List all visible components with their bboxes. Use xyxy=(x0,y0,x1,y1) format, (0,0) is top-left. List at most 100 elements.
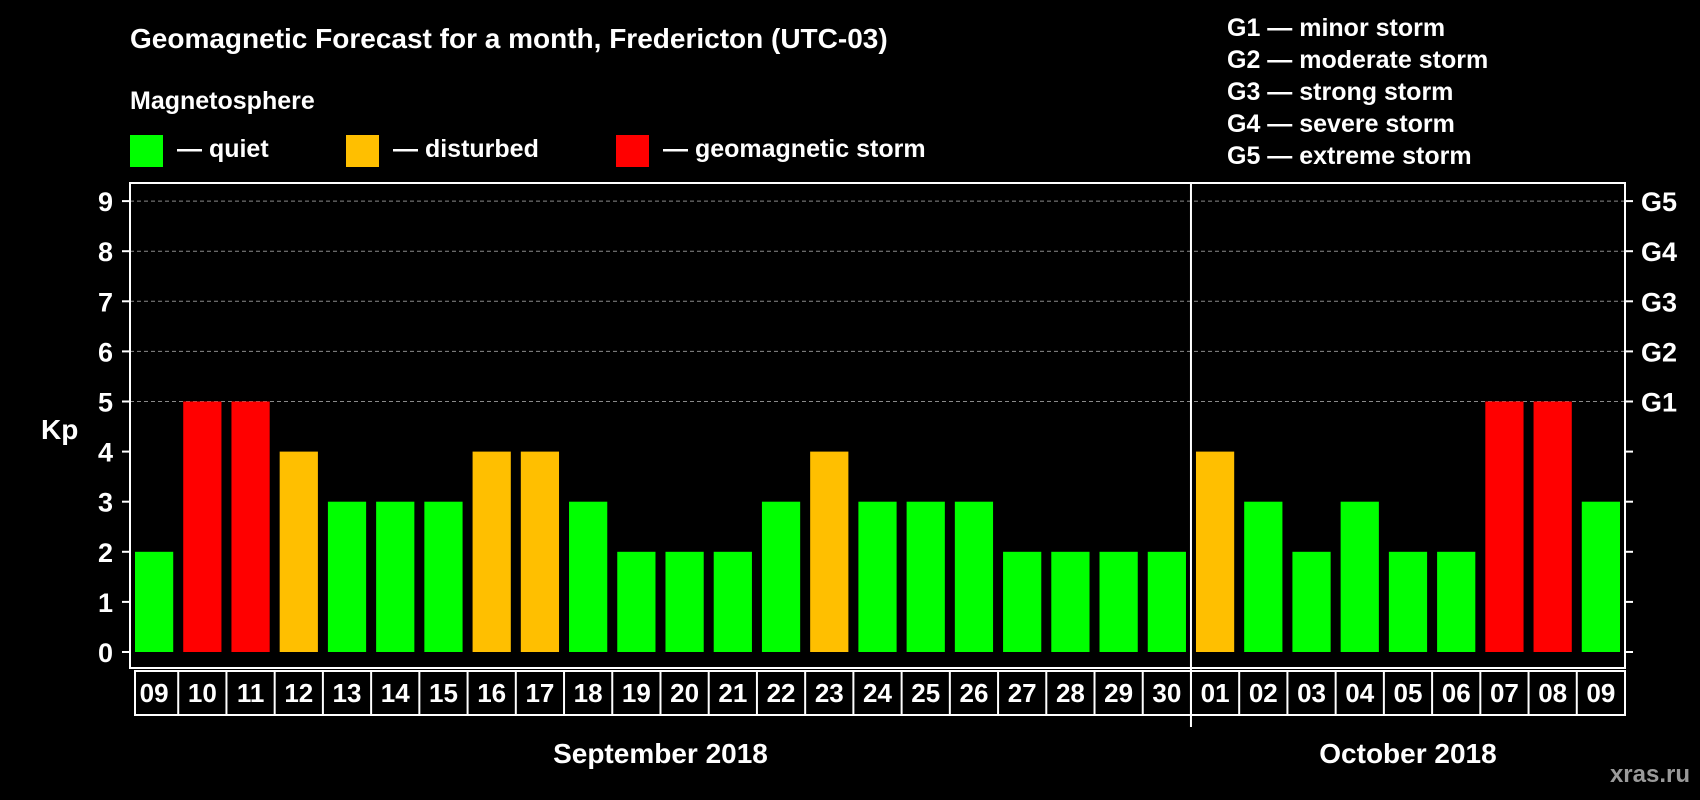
bar xyxy=(520,451,560,652)
bar xyxy=(1099,551,1138,652)
bar xyxy=(713,551,752,652)
legend-label-storm: — geomagnetic storm xyxy=(663,135,926,163)
g-scale-g3: G3 — strong storm xyxy=(1227,78,1453,106)
bar xyxy=(569,501,608,652)
month-label: September 2018 xyxy=(553,738,768,769)
y-tick-label: 5 xyxy=(98,388,113,418)
g-scale-g4: G4 — severe storm xyxy=(1227,110,1455,138)
x-tick-label: 04 xyxy=(1345,678,1374,708)
x-tick-label: 30 xyxy=(1152,678,1181,708)
x-tick-label: 18 xyxy=(574,678,603,708)
bar xyxy=(1244,501,1283,652)
y-axis-label: Kp xyxy=(41,414,78,445)
bar xyxy=(906,501,945,652)
x-tick-label: 17 xyxy=(525,678,554,708)
g-scale-g5: G5 — extreme storm xyxy=(1227,142,1472,170)
axes xyxy=(122,182,1633,727)
bar xyxy=(1340,501,1379,652)
x-tick-label: 20 xyxy=(670,678,699,708)
legend-subtitle: Magnetosphere xyxy=(130,87,315,115)
x-tick-label: 01 xyxy=(1201,678,1230,708)
x-tick-label: 05 xyxy=(1394,678,1423,708)
plot-frame xyxy=(129,182,1626,669)
x-tick-label: 29 xyxy=(1104,678,1133,708)
y-tick-label: 1 xyxy=(98,588,113,618)
y-tick-label: 6 xyxy=(98,337,113,367)
x-tick-label: 10 xyxy=(188,678,217,708)
bar xyxy=(1292,551,1331,652)
y-tick-label: 9 xyxy=(98,187,113,217)
bar xyxy=(1485,401,1524,652)
bar xyxy=(279,451,318,652)
x-tick-label: 09 xyxy=(140,678,169,708)
y-tick-label: 8 xyxy=(98,237,113,267)
y-tick-label: 0 xyxy=(98,638,113,668)
bar xyxy=(954,501,994,652)
x-tick-label: 11 xyxy=(237,678,265,708)
y-tick-label: 2 xyxy=(98,538,113,568)
chart-title: Geomagnetic Forecast for a month, Freder… xyxy=(130,23,888,54)
x-tick-label: 28 xyxy=(1056,678,1085,708)
bar xyxy=(1388,551,1428,652)
y-tick-label: 4 xyxy=(98,438,113,468)
bar xyxy=(135,551,174,652)
x-tick-label: 07 xyxy=(1490,678,1519,708)
x-tick-label: 02 xyxy=(1249,678,1278,708)
bar xyxy=(1581,501,1620,652)
brand-watermark: xras.ru xyxy=(1610,761,1690,788)
g-scale-g2: G2 — moderate storm xyxy=(1227,46,1488,74)
x-tick-label: 22 xyxy=(767,678,796,708)
day-labels-frame xyxy=(134,670,1626,716)
bar xyxy=(761,501,801,652)
g-scale-legend: G1 — minor storm G2 — moderate storm G3 … xyxy=(1227,14,1488,170)
bar xyxy=(376,501,415,652)
bar xyxy=(617,551,656,652)
legend-swatch-quiet xyxy=(130,135,163,167)
bar xyxy=(1533,401,1572,652)
g-level-tick-label: G4 xyxy=(1641,237,1677,267)
bar xyxy=(1003,551,1042,652)
x-tick-label: 08 xyxy=(1538,678,1567,708)
bar xyxy=(1147,551,1186,652)
x-tick-label: 27 xyxy=(1008,678,1037,708)
x-tick-label: 13 xyxy=(333,678,362,708)
legend-label-quiet: — quiet xyxy=(177,135,269,163)
y-tick-label: 7 xyxy=(98,287,113,317)
bar xyxy=(1437,551,1476,652)
x-tick-label: 26 xyxy=(959,678,988,708)
g-level-tick-label: G2 xyxy=(1641,337,1677,367)
month-label: October 2018 xyxy=(1319,738,1496,769)
x-tick-label: 14 xyxy=(381,678,410,708)
bar xyxy=(1195,451,1235,652)
status-legend: — quiet — disturbed — geomagnetic storm xyxy=(130,135,926,167)
x-tick-label: 16 xyxy=(477,678,506,708)
x-tick-label: 12 xyxy=(284,678,313,708)
legend-swatch-storm xyxy=(616,135,649,167)
g-level-tick-label: G5 xyxy=(1641,187,1677,217)
x-tick-label: 03 xyxy=(1297,678,1326,708)
legend-label-disturbed: — disturbed xyxy=(393,135,539,163)
bar xyxy=(665,551,704,652)
x-tick-label: 15 xyxy=(429,678,458,708)
bar xyxy=(472,451,511,652)
bar xyxy=(327,501,367,652)
legend-swatch-disturbed xyxy=(346,135,379,167)
bars xyxy=(135,401,1620,652)
x-tick-label: 21 xyxy=(718,678,747,708)
g-level-tick-label: G1 xyxy=(1641,388,1677,418)
month-labels: September 2018 October 2018 xyxy=(553,738,1497,769)
y-tick-label: 3 xyxy=(98,488,113,518)
x-tick-label: 09 xyxy=(1586,678,1615,708)
x-tick-label: 25 xyxy=(911,678,940,708)
x-tick-label: 23 xyxy=(815,678,844,708)
bar xyxy=(810,451,849,652)
bar xyxy=(183,401,222,652)
x-tick-label: 19 xyxy=(622,678,651,708)
g-level-tick-label: G3 xyxy=(1641,287,1677,317)
tick-labels: 0 1 2 3 4 5 6 7 8 9 G1 G2 G3 G4 G5 xyxy=(98,187,1677,668)
g-scale-g1: G1 — minor storm xyxy=(1227,14,1445,42)
x-tick-label: 06 xyxy=(1442,678,1471,708)
x-tick-label: 24 xyxy=(863,678,892,708)
